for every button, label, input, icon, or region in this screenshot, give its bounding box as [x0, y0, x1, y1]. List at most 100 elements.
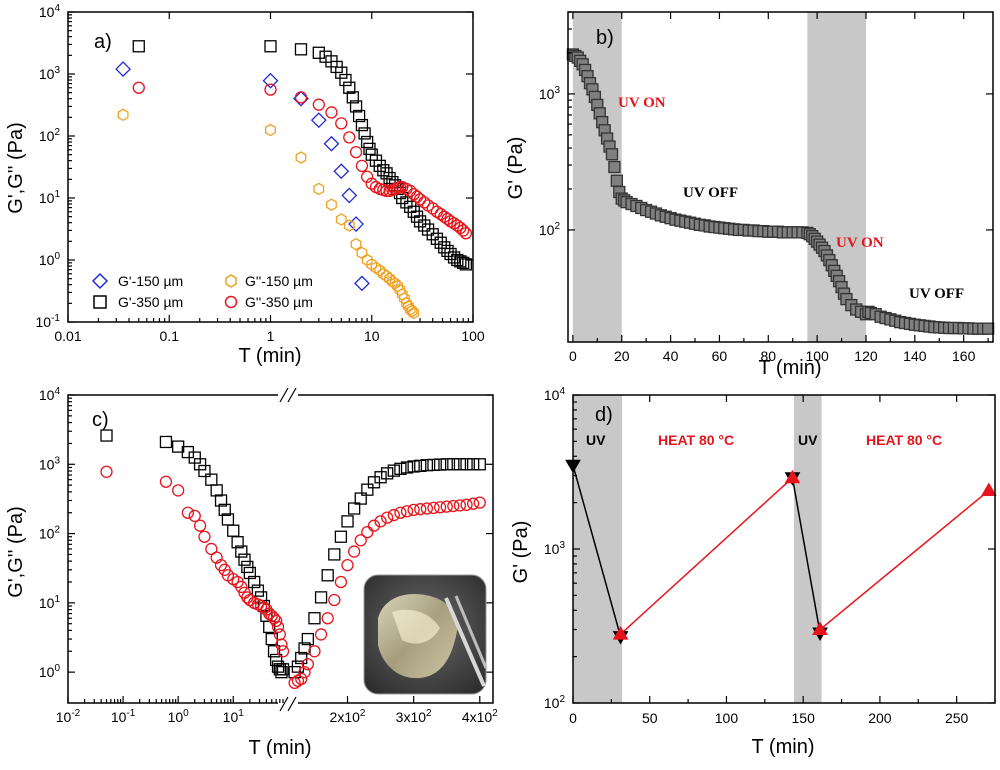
legend-label-gpp150: G''-150 µm: [245, 273, 313, 289]
panel-a-ytick-label: 10-1: [36, 313, 61, 330]
legend-label-gpp350: G''-350 µm: [245, 294, 313, 310]
panel-a-point-s2-11: [349, 100, 363, 113]
panel-a-point-s2-13: [355, 118, 369, 132]
panel-b-xlabel: T (min): [759, 357, 822, 379]
panel-c-point-s1-0: [100, 465, 113, 478]
panel-a-point-s3-9: [360, 170, 374, 183]
panel-c-point-s1-58: [453, 499, 467, 512]
panel-c-point-s1-39: [328, 593, 341, 607]
panel-c-point-s0-37: [314, 591, 328, 604]
panel-a-xtick-label: 100: [461, 328, 485, 344]
panel-d-ytick-label: 102: [544, 694, 566, 711]
panel-c-point-s0-15: [238, 553, 251, 566]
panel-d-label: d): [595, 404, 613, 426]
panel-a-point-s2-10: [346, 91, 359, 104]
panel-c-point-s0-33: [295, 651, 308, 665]
panel-d-ytick-label: 104: [544, 386, 566, 403]
panel-a-point-s0-1: [262, 72, 279, 89]
panel-c-point-s0-10: [218, 503, 231, 516]
panel-c-point-s0-8: [210, 484, 223, 497]
panel-a-point-s2-38: [438, 241, 451, 254]
panel-c-xtick-label: 4x102: [462, 708, 498, 725]
panel-c-point-s1-1: [159, 475, 173, 488]
panel-d-xtick-label: 200: [868, 710, 892, 726]
panel-d: 0 50 100 150 200 250 102 103 104 d) T (min) G' (…: [510, 386, 997, 758]
panel-c-point-s1-52: [414, 503, 427, 516]
panel-a-point-s0-7: [348, 216, 364, 232]
panel-d-annotation-heat-1: HEAT 80 °C: [658, 432, 734, 448]
panel-a-point-s1-3: [313, 182, 325, 196]
panel-c-point-s0-1: [159, 435, 173, 449]
panel-d-ylabel: G' (Pa): [510, 521, 532, 584]
panel-c-point-s1-42: [347, 545, 361, 558]
panel-c-point-s1-59: [460, 498, 473, 511]
panel-a-point-s0-8: [354, 275, 370, 292]
panel-a-xtick-label: 10: [364, 328, 380, 344]
panel-c-point-s0-54: [427, 458, 440, 472]
panel-c-point-s1-54: [427, 501, 440, 515]
panel-a-legend: G'-150 µm G''-150 µm G'-350 µm G''-350 µ…: [91, 272, 313, 310]
panel-c-xtick-label: 3x102: [396, 708, 432, 725]
panel-a-point-s2-9: [343, 81, 356, 94]
panel-c-point-s0-5: [193, 458, 207, 471]
panel-a-point-s2-31: [410, 210, 424, 223]
panel-c-point-s0-12: [227, 524, 240, 537]
panel-c-point-s1-7: [205, 542, 218, 556]
panel-c-point-s1-28: [273, 628, 286, 641]
panel-c-point-s1-57: [447, 499, 460, 513]
panel-c: 10-2 10-1 100 101 2x102 3x102 4x102 100 101 102 10…: [5, 384, 498, 759]
panel-c-point-s0-47: [381, 467, 394, 480]
panel-a-point-s3-1: [264, 83, 277, 96]
panel-b-xtick-label: 20: [614, 348, 630, 364]
panel-d-ticks: 0 50 100 150 200 250 102 103 104: [544, 386, 996, 726]
panel-a-point-s1-22: [401, 297, 412, 310]
panel-c-xtick-label: 2x102: [330, 708, 366, 725]
panel-d-shaded-region-1: [793, 395, 822, 703]
panel-c-ytick-label: 101: [39, 594, 61, 611]
panel-a-point-s3-3: [312, 98, 325, 111]
panel-a-point-s1-2: [295, 151, 307, 164]
panel-c-point-s1-44: [361, 525, 374, 539]
panel-b-ytick-label: 102: [539, 221, 561, 238]
panel-c-point-s1-47: [381, 511, 394, 524]
panel-a-ytick-label: 102: [39, 127, 61, 144]
panel-c-point-s1-41: [341, 559, 354, 572]
panel-a-point-s3-26: [418, 196, 431, 209]
panel-c-xtick-label: 101: [223, 708, 245, 725]
panel-a-xtick-label: 0.01: [54, 328, 81, 344]
panel-c-point-s1-49: [394, 506, 407, 519]
panel-c-point-s0-20: [254, 591, 268, 604]
panel-b-annotation-uv-off-1: UV OFF: [683, 185, 738, 201]
panel-a-xtick-label: 1: [267, 328, 275, 344]
panel-c-point-s0-35: [301, 632, 314, 646]
panel-a-ticks: 0.01 0.1 1 10 100 10-1 100 101 102 103 104: [36, 3, 485, 344]
panel-c-point-s1-30: [276, 645, 290, 658]
panel-c-point-s1-33: [295, 672, 308, 686]
panel-d-xtick-label: 150: [792, 710, 816, 726]
panel-c-point-s1-5: [193, 519, 207, 532]
panel-c-point-s0-60: [467, 458, 480, 471]
panel-c-point-s0-51: [407, 460, 420, 473]
panel-a-point-s2-20: [377, 164, 390, 177]
panel-a-point-s3-14: [380, 184, 393, 198]
panel-a-point-s1-25: [406, 304, 418, 318]
panel-b-annotation-uv-on-2: UV ON: [836, 235, 884, 251]
panel-a-point-s1-1: [265, 123, 276, 137]
panel-d-shaded-region-0: [573, 395, 623, 703]
panel-a-point-s2-15: [360, 135, 374, 149]
panel-b-ticks: 0 20 40 60 80 100 120 140 160 102 103: [539, 11, 993, 364]
panel-a-point-s0-5: [333, 163, 350, 180]
panel-a-point-s3-31: [438, 210, 451, 223]
panel-a-point-s3-8: [355, 159, 369, 173]
panel-c-point-s1-8: [210, 551, 223, 564]
panel-d-line-s1-0: [620, 477, 793, 635]
panel-c-point-s1-61: [473, 496, 486, 509]
panel-b-ytick-label: 103: [539, 85, 561, 102]
panel-a-point-s2-2: [294, 43, 308, 56]
panel-c-point-s0-46: [374, 471, 387, 484]
panel-a-point-s3-0: [132, 81, 145, 94]
panel-a-ytick-label: 104: [39, 3, 61, 20]
panel-d-annotation-uv-1: UV: [586, 432, 606, 448]
legend-marker-gp150: [91, 272, 109, 290]
panel-a-point-s2-7: [335, 66, 348, 79]
